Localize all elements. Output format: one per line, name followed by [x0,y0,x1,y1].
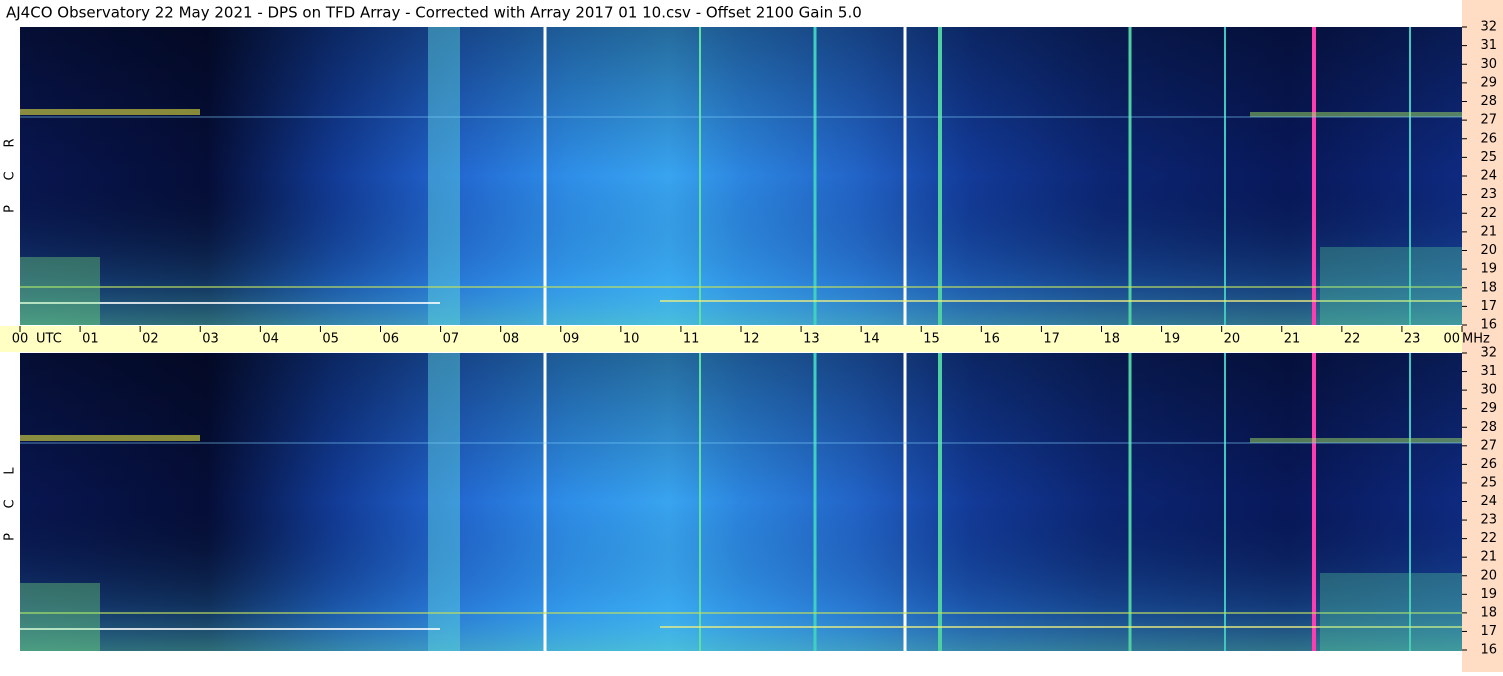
frequency-label: 30 [1480,383,1497,398]
frequency-label: 24 [1480,169,1497,184]
panel-label: C [3,499,18,508]
frequency-label: 32 [1480,20,1497,35]
frequency-label: 22 [1480,531,1497,546]
time-label: 09 [563,332,580,347]
time-unit: UTC [36,332,62,347]
frequency-label: 32 [1480,346,1497,361]
rcp-spectrogram [18,25,1464,327]
frequency-label: 25 [1480,475,1497,490]
time-axis-band [0,326,1462,352]
frequency-label: 29 [1480,75,1497,90]
time-label: 18 [1104,332,1121,347]
frequency-label: 27 [1480,113,1497,128]
time-label: 03 [202,332,219,347]
time-label: 11 [683,332,700,347]
title: AJ4CO Observatory 22 May 2021 - DPS on T… [6,4,862,22]
frequency-label: 21 [1480,224,1497,239]
frequency-label: 17 [1480,624,1497,639]
frequency-label: 24 [1480,494,1497,509]
time-label: 00 [1443,332,1460,347]
frequency-label: 23 [1480,187,1497,202]
time-label: 15 [923,332,940,347]
frequency-label: 17 [1480,299,1497,314]
time-label: 12 [743,332,760,347]
frequency-label: 22 [1480,206,1497,221]
panel-label: P [3,533,18,541]
frequency-label: 20 [1480,568,1497,583]
frequency-label: 18 [1480,605,1497,620]
frequency-label: 20 [1480,243,1497,258]
frequency-label: 26 [1480,457,1497,472]
frequency-label: 19 [1480,262,1497,277]
time-label: 16 [983,332,1000,347]
frequency-unit: MHz [1462,332,1490,347]
frequency-label: 26 [1480,131,1497,146]
time-label: 19 [1164,332,1181,347]
time-label: 20 [1224,332,1241,347]
panel-label: L [3,467,18,475]
frequency-label: 25 [1480,150,1497,165]
time-label: 00 [12,332,29,347]
frequency-label: 30 [1480,57,1497,72]
frequency-label: 21 [1480,550,1497,565]
time-label: 14 [863,332,880,347]
frequency-strip [1462,0,1503,672]
time-label: 10 [623,332,640,347]
frequency-label: 27 [1480,438,1497,453]
lcp-spectrogram [18,351,1464,653]
frequency-label: 28 [1480,94,1497,109]
frequency-label: 31 [1480,364,1497,379]
frequency-label: 31 [1480,38,1497,53]
panel-label: P [3,205,18,213]
frequency-label: 28 [1480,420,1497,435]
time-label: 06 [383,332,400,347]
time-label: 07 [443,332,460,347]
panel-label: R [3,138,18,147]
time-label: 17 [1043,332,1060,347]
time-label: 22 [1344,332,1361,347]
frequency-label: 19 [1480,587,1497,602]
time-label: 05 [322,332,339,347]
time-label: 08 [503,332,520,347]
time-label: 02 [142,332,159,347]
panel-label: C [3,171,18,180]
frequency-label: 29 [1480,401,1497,416]
time-label: 04 [262,332,279,347]
frequency-label: 16 [1480,643,1497,658]
frequency-label: 18 [1480,280,1497,295]
time-label: 23 [1404,332,1421,347]
frequency-label: 23 [1480,513,1497,528]
time-label: 21 [1284,332,1301,347]
time-label: 13 [803,332,820,347]
frequency-label: 16 [1480,318,1497,333]
time-label: 01 [82,332,99,347]
